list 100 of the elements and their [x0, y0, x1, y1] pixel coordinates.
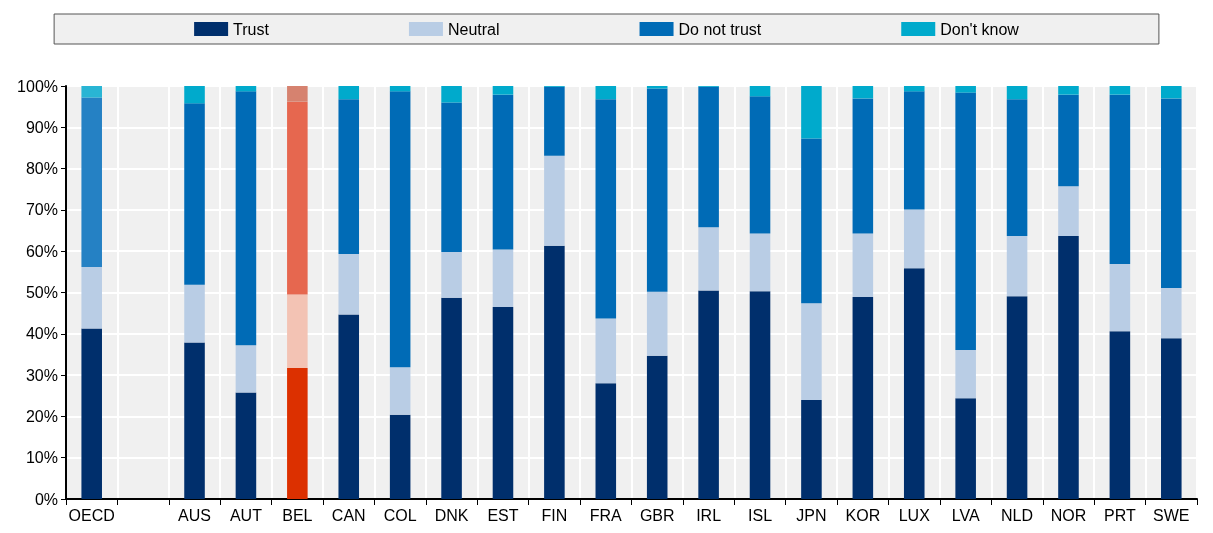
x-tick-label: LVA [951, 506, 980, 524]
bar [1006, 86, 1028, 100]
bar [1058, 235, 1079, 499]
bar [749, 233, 771, 292]
y-tick-label: 20% [25, 407, 58, 425]
bar [184, 86, 205, 104]
bar [184, 103, 205, 285]
x-tick-label: PRT [1104, 506, 1136, 524]
bar [287, 101, 308, 295]
x-tick-label: COL [383, 506, 417, 524]
bar [1006, 235, 1028, 297]
bar [749, 86, 771, 97]
legend-label: Don't know [940, 20, 1020, 38]
bar [441, 102, 462, 253]
bar [1058, 86, 1079, 95]
bar [852, 233, 874, 298]
x-tick-label: DNK [434, 506, 469, 524]
y-tick-label: 100% [17, 77, 58, 95]
y-tick-label: 50% [25, 284, 58, 301]
bar [389, 86, 411, 92]
bar [646, 355, 668, 499]
x-tick-label: SWE [1153, 506, 1190, 524]
bar [287, 294, 308, 369]
bar [338, 254, 360, 315]
bar [235, 392, 257, 499]
x-tick-label: OECD [68, 506, 115, 524]
y-tick-label: 80% [25, 160, 58, 178]
bar [595, 383, 617, 499]
bar [698, 227, 719, 291]
bar [492, 86, 514, 95]
bar [1109, 264, 1131, 332]
bar [852, 86, 874, 99]
bar [1006, 296, 1028, 499]
bar [184, 284, 205, 343]
bar [595, 99, 617, 319]
bar [235, 86, 257, 92]
bar [955, 398, 976, 499]
bar [749, 291, 771, 499]
bar [903, 268, 925, 499]
legend-label: Do not trust [678, 20, 762, 38]
bar [441, 297, 462, 499]
y-tick-label: 0% [34, 490, 58, 508]
x-tick-label: NLD [1001, 506, 1034, 524]
bar [544, 245, 565, 499]
bar [698, 290, 719, 499]
x-tick-label: BEL [282, 506, 313, 524]
y-tick-label: 10% [25, 449, 58, 467]
bar [1058, 94, 1079, 187]
bar [801, 138, 822, 304]
bar [1109, 331, 1131, 499]
bar [441, 252, 462, 298]
x-tick-label: JPN [796, 506, 827, 524]
bar [81, 97, 102, 267]
bar [646, 291, 668, 356]
bar [801, 86, 822, 139]
bar [903, 209, 925, 269]
bar [903, 86, 925, 92]
bar [1161, 338, 1182, 499]
bar [801, 399, 822, 499]
bar [1109, 94, 1131, 264]
bar [903, 91, 925, 210]
bar [852, 297, 874, 499]
bar [492, 249, 514, 307]
x-tick-label: KOR [845, 506, 881, 524]
bar [1161, 287, 1182, 339]
bar [389, 91, 411, 368]
x-tick-label: IRL [696, 506, 722, 524]
bar [1058, 186, 1079, 236]
bar [955, 349, 976, 399]
x-tick-label: CAN [331, 506, 366, 524]
y-tick-label: 60% [25, 242, 58, 260]
bar [338, 99, 360, 255]
bar [955, 86, 976, 93]
bar [544, 86, 565, 156]
x-tick-label: FRA [589, 506, 623, 524]
bar [595, 86, 617, 100]
bar [646, 88, 668, 292]
bar [389, 367, 411, 415]
y-tick-label: 90% [25, 118, 58, 136]
y-tick-label: 40% [25, 325, 58, 343]
x-tick-label: NOR [1050, 506, 1087, 524]
x-tick-label: LUX [898, 506, 931, 524]
x-tick-label: FIN [541, 506, 568, 524]
x-tick-label: AUT [229, 506, 263, 524]
bar [1161, 98, 1182, 288]
x-tick-label: EST [487, 506, 519, 524]
bar [749, 96, 771, 234]
bar [492, 94, 514, 250]
bar [338, 314, 360, 499]
bar [235, 345, 257, 393]
x-tick-label: ISL [748, 506, 773, 524]
bar [955, 92, 976, 350]
x-tick-label: GBR [639, 506, 675, 524]
bar [492, 306, 514, 499]
bar [441, 86, 462, 103]
bar [852, 98, 874, 234]
legend-label: Neutral [447, 20, 500, 38]
bar [1006, 99, 1028, 236]
bar [81, 266, 102, 329]
bar [287, 86, 308, 102]
